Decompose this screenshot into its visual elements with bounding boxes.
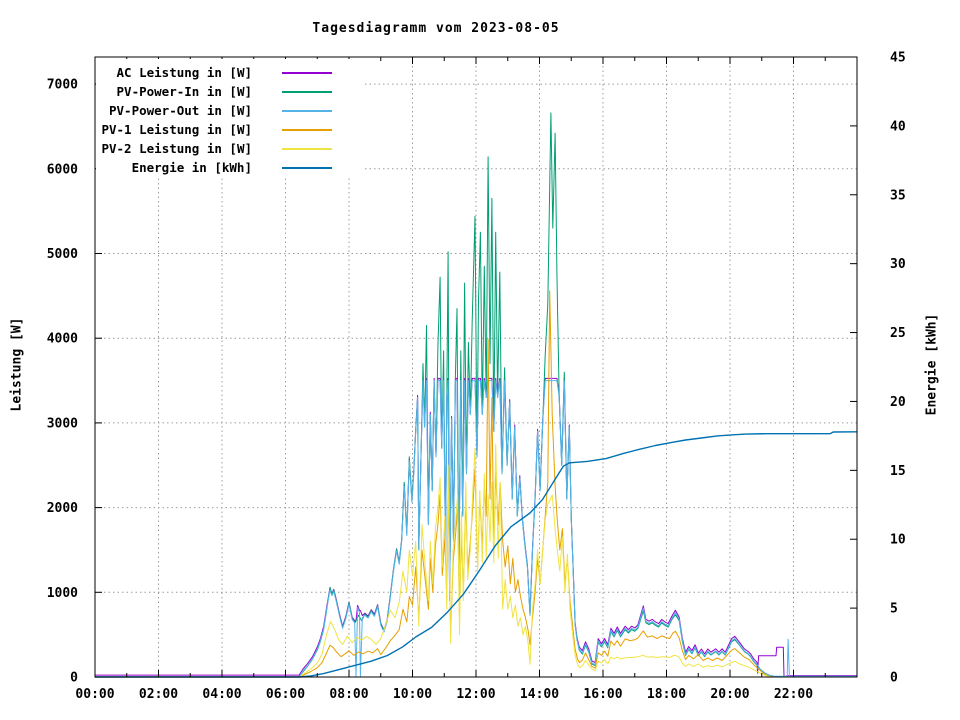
x-tick-label: 00:00: [75, 687, 114, 702]
x-tick-label: 22:00: [774, 687, 813, 702]
x-tick-label: 16:00: [583, 687, 622, 702]
right-tick-label: 0: [890, 671, 898, 686]
right-tick-label: 30: [890, 257, 906, 272]
left-tick-label: 2000: [47, 501, 78, 516]
right-tick-label: 15: [890, 464, 906, 479]
chart-title: Tagesdiagramm vom 2023-08-05: [312, 21, 560, 36]
legend-label: PV-Power-Out in [W]: [109, 103, 252, 118]
right-tick-label: 40: [890, 119, 906, 134]
legend-background: [96, 59, 363, 177]
left-tick-label: 6000: [47, 162, 78, 177]
series-pv2: [95, 443, 857, 678]
series-energie: [95, 431, 858, 678]
right-tick-label: 10: [890, 533, 906, 548]
series-pv1: [95, 290, 857, 678]
x-tick-label: 14:00: [520, 687, 559, 702]
x-tick-label: 08:00: [329, 687, 368, 702]
legend-label: AC Leistung in [W]: [117, 65, 252, 80]
x-tick-label: 12:00: [456, 687, 495, 702]
x-tick-label: 02:00: [139, 687, 178, 702]
right-tick-label: 25: [890, 326, 906, 341]
legend-label: PV-Power-In in [W]: [117, 84, 252, 99]
right-tick-label: 45: [890, 51, 906, 66]
x-tick-label: 18:00: [647, 687, 686, 702]
left-tick-label: 3000: [47, 416, 78, 431]
x-tick-label: 20:00: [710, 687, 749, 702]
right-tick-label: 20: [890, 395, 906, 410]
series-pv-out: [95, 380, 857, 678]
legend-label: PV-1 Leistung in [W]: [101, 122, 252, 137]
right-tick-label: 5: [890, 602, 898, 617]
x-tick-label: 10:00: [393, 687, 432, 702]
legend-label: PV-2 Leistung in [W]: [101, 141, 252, 156]
legend-label: Energie in [kWh]: [132, 160, 252, 175]
x-tick-label: 06:00: [266, 687, 305, 702]
left-tick-label: 4000: [47, 332, 78, 347]
left-tick-label: 0: [70, 671, 78, 686]
left-tick-label: 1000: [47, 586, 78, 601]
right-tick-label: 35: [890, 188, 906, 203]
left-tick-label: 5000: [47, 247, 78, 262]
left-tick-label: 7000: [47, 78, 78, 93]
x-tick-label: 04:00: [202, 687, 241, 702]
